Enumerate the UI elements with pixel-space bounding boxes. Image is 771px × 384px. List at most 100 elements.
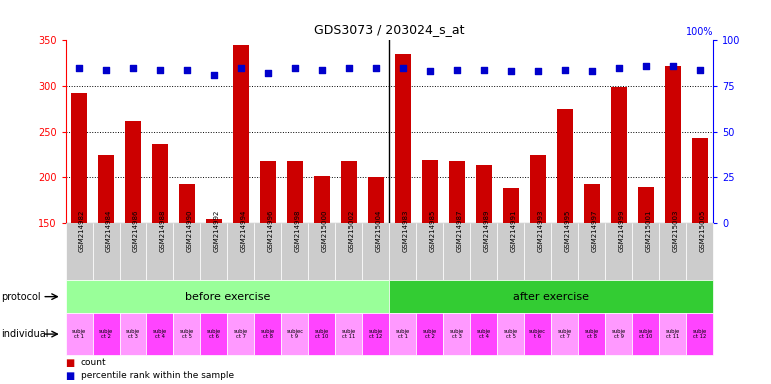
Bar bbox=[557, 109, 573, 223]
Bar bbox=[152, 144, 168, 223]
Text: subje
ct 4: subje ct 4 bbox=[476, 329, 491, 339]
Text: GSM215001: GSM215001 bbox=[645, 209, 651, 252]
Text: 100%: 100% bbox=[685, 26, 713, 37]
Text: protocol: protocol bbox=[2, 291, 41, 302]
Bar bbox=[260, 161, 276, 223]
Text: GSM214988: GSM214988 bbox=[160, 209, 166, 252]
Text: GSM215004: GSM215004 bbox=[376, 209, 382, 252]
Text: subje
ct 11: subje ct 11 bbox=[665, 329, 680, 339]
Point bbox=[450, 66, 463, 73]
Point bbox=[370, 65, 382, 71]
Point bbox=[261, 70, 274, 76]
Text: subje
ct 10: subje ct 10 bbox=[638, 329, 653, 339]
Text: GSM214985: GSM214985 bbox=[430, 209, 436, 252]
Bar bbox=[476, 165, 492, 223]
Point bbox=[397, 65, 409, 71]
Point bbox=[558, 66, 571, 73]
Text: GSM214998: GSM214998 bbox=[295, 209, 301, 252]
Text: GSM214992: GSM214992 bbox=[214, 209, 220, 252]
Text: GSM215005: GSM215005 bbox=[700, 209, 705, 252]
Text: GSM214996: GSM214996 bbox=[268, 209, 274, 252]
Point bbox=[180, 66, 193, 73]
Bar bbox=[314, 176, 330, 223]
Text: subje
ct 7: subje ct 7 bbox=[557, 329, 572, 339]
Point bbox=[316, 66, 328, 73]
Text: GSM214984: GSM214984 bbox=[106, 209, 112, 252]
Bar bbox=[368, 177, 384, 223]
Text: subje
ct 10: subje ct 10 bbox=[315, 329, 329, 339]
Bar bbox=[233, 45, 249, 223]
Text: subje
ct 8: subje ct 8 bbox=[584, 329, 599, 339]
Point bbox=[532, 68, 544, 74]
Text: GSM214994: GSM214994 bbox=[241, 209, 247, 252]
Bar bbox=[692, 138, 708, 223]
Point bbox=[154, 66, 167, 73]
Text: ■: ■ bbox=[66, 371, 75, 381]
Point bbox=[235, 65, 247, 71]
Bar bbox=[125, 121, 141, 223]
Bar bbox=[71, 93, 87, 223]
Bar bbox=[395, 54, 411, 223]
Text: subje
ct 5: subje ct 5 bbox=[180, 329, 194, 339]
Text: before exercise: before exercise bbox=[185, 291, 270, 302]
Text: count: count bbox=[81, 358, 106, 367]
Text: ■: ■ bbox=[66, 358, 75, 368]
Point bbox=[100, 66, 113, 73]
Point bbox=[208, 72, 221, 78]
Bar bbox=[665, 66, 681, 223]
Bar bbox=[287, 161, 303, 223]
Text: subjec
t 9: subjec t 9 bbox=[286, 329, 304, 339]
Text: subje
ct 5: subje ct 5 bbox=[503, 329, 518, 339]
Text: subje
ct 12: subje ct 12 bbox=[369, 329, 383, 339]
Text: GSM214997: GSM214997 bbox=[591, 209, 598, 252]
Point bbox=[613, 65, 625, 71]
Text: after exercise: after exercise bbox=[513, 291, 589, 302]
Text: subje
ct 8: subje ct 8 bbox=[261, 329, 275, 339]
Bar bbox=[611, 87, 627, 223]
Text: GSM214995: GSM214995 bbox=[564, 209, 571, 252]
Text: subje
ct 3: subje ct 3 bbox=[126, 329, 140, 339]
Bar bbox=[422, 160, 438, 223]
Bar bbox=[530, 155, 546, 223]
Point bbox=[288, 65, 301, 71]
Text: GSM215000: GSM215000 bbox=[322, 209, 328, 252]
Text: subje
ct 11: subje ct 11 bbox=[342, 329, 356, 339]
Text: GDS3073 / 203024_s_at: GDS3073 / 203024_s_at bbox=[314, 23, 465, 36]
Point bbox=[694, 66, 706, 73]
Text: individual: individual bbox=[2, 329, 49, 339]
Point bbox=[73, 65, 86, 71]
Text: subje
ct 12: subje ct 12 bbox=[692, 329, 707, 339]
Text: GSM215003: GSM215003 bbox=[672, 209, 678, 252]
Text: GSM214982: GSM214982 bbox=[79, 209, 85, 252]
Point bbox=[505, 68, 517, 74]
Text: subje
ct 1: subje ct 1 bbox=[396, 329, 410, 339]
Bar bbox=[503, 188, 519, 223]
Text: subje
ct 4: subje ct 4 bbox=[153, 329, 167, 339]
Text: GSM214990: GSM214990 bbox=[187, 209, 193, 252]
Text: GSM214991: GSM214991 bbox=[510, 209, 517, 252]
Bar bbox=[449, 161, 465, 223]
Text: subje
ct 9: subje ct 9 bbox=[611, 329, 626, 339]
Text: GSM214986: GSM214986 bbox=[133, 209, 139, 252]
Point bbox=[343, 65, 355, 71]
Text: subje
ct 1: subje ct 1 bbox=[72, 329, 86, 339]
Text: subje
ct 6: subje ct 6 bbox=[207, 329, 221, 339]
Point bbox=[666, 63, 679, 69]
Text: GSM214999: GSM214999 bbox=[618, 209, 625, 252]
Text: GSM214987: GSM214987 bbox=[456, 209, 463, 252]
Bar bbox=[584, 184, 600, 223]
Text: GSM215002: GSM215002 bbox=[349, 209, 355, 252]
Text: GSM214983: GSM214983 bbox=[402, 209, 409, 252]
Text: subje
ct 2: subje ct 2 bbox=[423, 329, 437, 339]
Bar bbox=[206, 219, 222, 223]
Text: percentile rank within the sample: percentile rank within the sample bbox=[81, 371, 234, 380]
Bar bbox=[98, 155, 114, 223]
Bar bbox=[638, 187, 654, 223]
Point bbox=[478, 66, 490, 73]
Text: GSM214989: GSM214989 bbox=[484, 209, 490, 252]
Text: GSM214993: GSM214993 bbox=[538, 209, 544, 252]
Point bbox=[640, 63, 652, 69]
Point bbox=[127, 65, 140, 71]
Text: subjec
t 6: subjec t 6 bbox=[529, 329, 547, 339]
Text: subje
ct 2: subje ct 2 bbox=[99, 329, 113, 339]
